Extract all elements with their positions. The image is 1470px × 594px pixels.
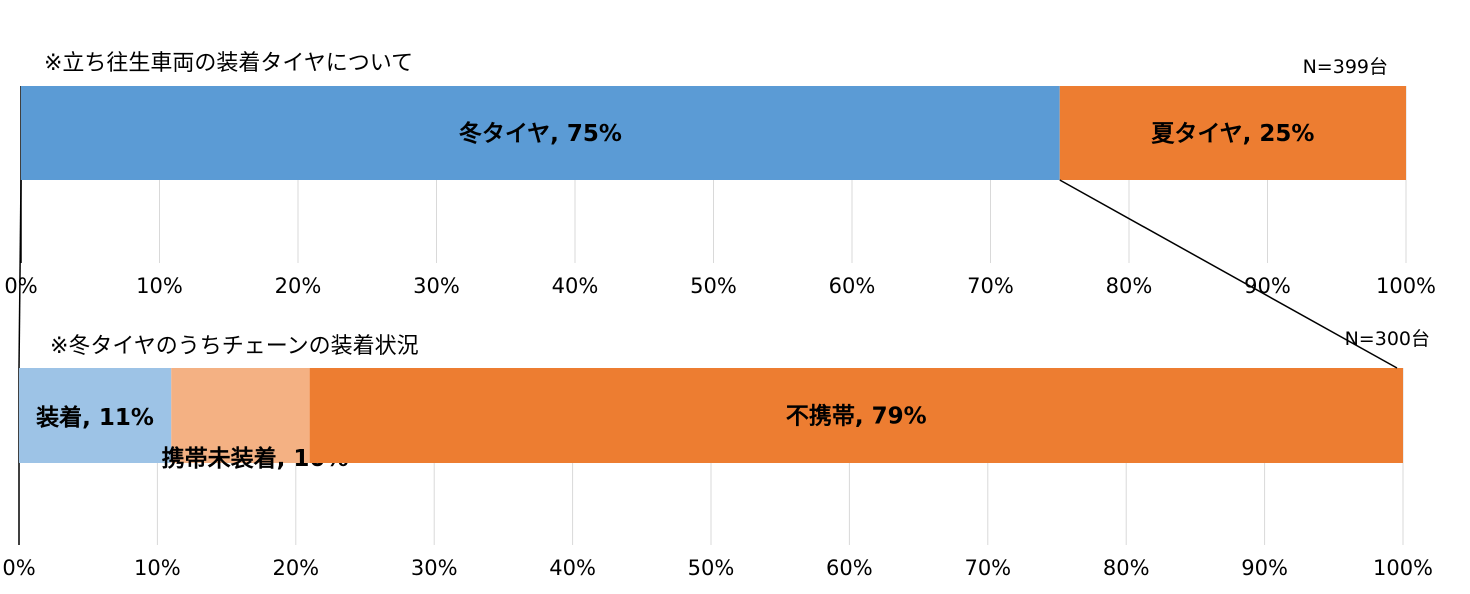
- data-label: 冬タイヤ, 75%: [459, 120, 622, 147]
- x-tick-label: 40%: [552, 274, 599, 298]
- bar-segment: [309, 368, 1403, 463]
- x-tick-label: 30%: [413, 274, 460, 298]
- x-tick-label: 0%: [2, 556, 35, 580]
- chart-title: ※冬タイヤのうちチェーンの装着状況: [50, 334, 419, 359]
- x-tick-label: 0%: [4, 274, 37, 298]
- bar-segment: [1059, 86, 1406, 180]
- x-tick-label: 80%: [1106, 274, 1153, 298]
- x-tick-label: 40%: [549, 556, 596, 580]
- bar-segment: [19, 368, 172, 463]
- x-tick-label: 20%: [272, 556, 319, 580]
- x-tick-label: 50%: [690, 274, 737, 298]
- bar-segment: [21, 86, 1060, 180]
- sample-size-note: N=399台: [1303, 56, 1388, 78]
- x-tick-label: 80%: [1103, 556, 1150, 580]
- x-tick-label: 90%: [1241, 556, 1288, 580]
- data-label: 不携帯, 79%: [786, 403, 927, 430]
- x-tick-label: 100%: [1373, 556, 1433, 580]
- x-tick-label: 90%: [1244, 274, 1291, 298]
- data-label: 夏タイヤ, 25%: [1151, 121, 1314, 147]
- x-tick-label: 30%: [411, 556, 458, 580]
- chart-title: ※立ち往生車両の装着タイヤについて: [44, 51, 413, 76]
- x-tick-label: 70%: [967, 274, 1014, 298]
- bar-segment: [171, 368, 310, 463]
- x-tick-label: 60%: [826, 556, 873, 580]
- x-tick-label: 10%: [136, 274, 183, 298]
- x-tick-label: 60%: [829, 274, 876, 298]
- x-tick-label: 70%: [964, 556, 1011, 580]
- data-label: 装着, 11%: [36, 404, 154, 431]
- x-tick-label: 100%: [1376, 274, 1436, 298]
- chart-panel-2: 装着, 11%携帯未装着, 10%不携帯, 79%0% 10% 20% 30% 40% 5…: [2, 328, 1433, 580]
- x-tick-label: 20%: [275, 274, 322, 298]
- connector-line-right: [1059, 179, 1398, 369]
- x-tick-label: 50%: [688, 556, 735, 580]
- connector-line-left: [18, 179, 22, 369]
- chart-panel-1: 冬タイヤ, 75% 夏タイヤ, 25% 0% 10% 20% 30% 40% 50% 60% 70…: [4, 51, 1436, 298]
- x-tick-label: 10%: [134, 556, 181, 580]
- sample-size-note: N=300台: [1345, 328, 1430, 350]
